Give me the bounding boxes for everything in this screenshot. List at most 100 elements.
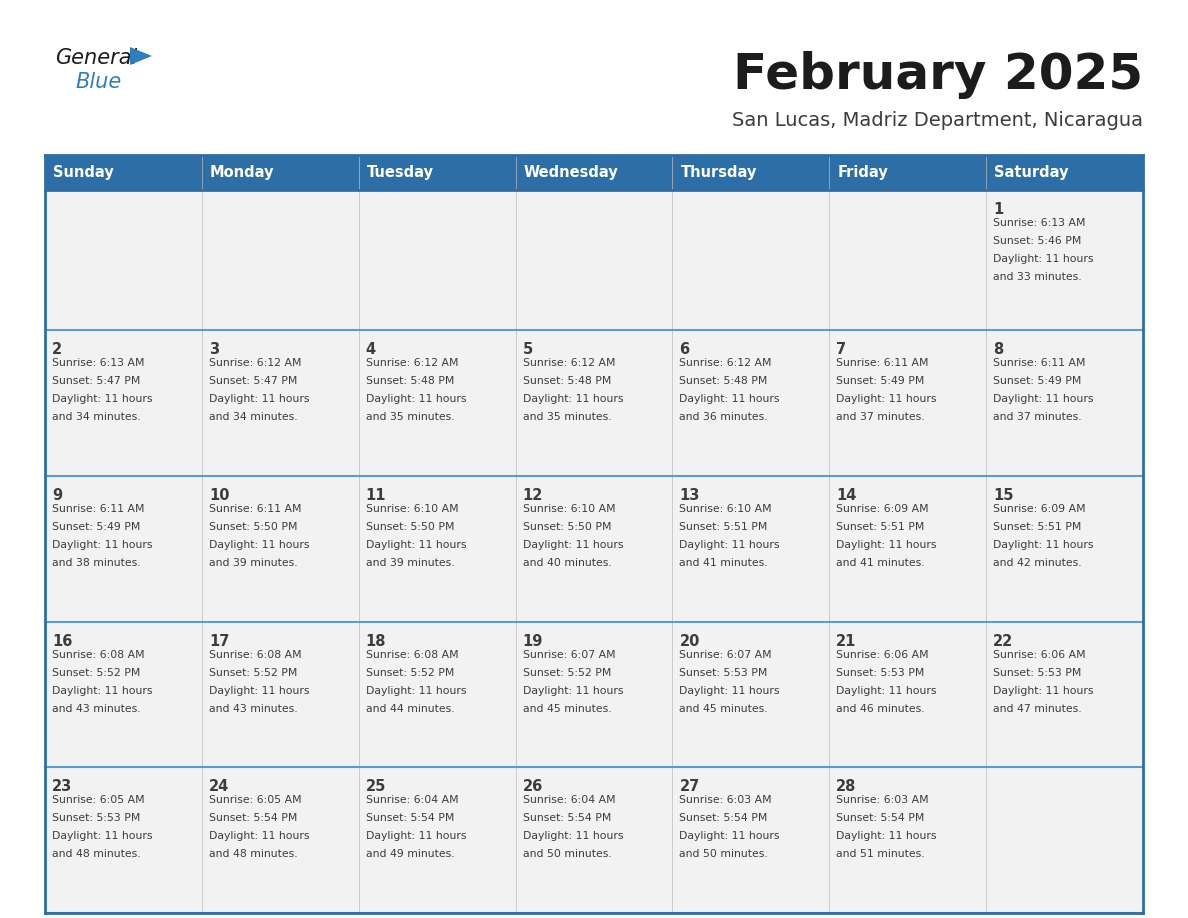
Text: 2: 2 bbox=[52, 342, 62, 357]
Text: Wednesday: Wednesday bbox=[524, 165, 618, 180]
Text: Sunset: 5:54 PM: Sunset: 5:54 PM bbox=[523, 813, 611, 823]
Text: Daylight: 11 hours: Daylight: 11 hours bbox=[836, 686, 937, 696]
Text: 28: 28 bbox=[836, 779, 857, 794]
Text: Sunrise: 6:08 AM: Sunrise: 6:08 AM bbox=[366, 650, 459, 659]
Text: Sunrise: 6:06 AM: Sunrise: 6:06 AM bbox=[993, 650, 1086, 659]
Text: Sunset: 5:50 PM: Sunset: 5:50 PM bbox=[366, 521, 454, 532]
Text: 7: 7 bbox=[836, 342, 846, 357]
Text: Daylight: 11 hours: Daylight: 11 hours bbox=[680, 394, 781, 404]
Text: Sunrise: 6:09 AM: Sunrise: 6:09 AM bbox=[993, 504, 1086, 514]
Bar bbox=[829, 621, 986, 767]
Text: Sunset: 5:48 PM: Sunset: 5:48 PM bbox=[366, 376, 454, 386]
Bar bbox=[359, 767, 516, 913]
Text: 26: 26 bbox=[523, 779, 543, 794]
Text: Monday: Monday bbox=[210, 165, 274, 180]
Text: Daylight: 11 hours: Daylight: 11 hours bbox=[836, 540, 937, 550]
Bar bbox=[516, 767, 672, 913]
Bar bbox=[516, 621, 672, 767]
Text: and 37 minutes.: and 37 minutes. bbox=[993, 412, 1082, 422]
Text: Sunrise: 6:11 AM: Sunrise: 6:11 AM bbox=[836, 358, 929, 368]
Text: Sunset: 5:46 PM: Sunset: 5:46 PM bbox=[993, 236, 1081, 246]
Text: Sunset: 5:48 PM: Sunset: 5:48 PM bbox=[523, 376, 611, 386]
Text: 9: 9 bbox=[52, 487, 62, 503]
Text: Sunrise: 6:13 AM: Sunrise: 6:13 AM bbox=[993, 218, 1086, 228]
Bar bbox=[359, 190, 516, 330]
Bar bbox=[672, 476, 829, 621]
Text: Sunset: 5:52 PM: Sunset: 5:52 PM bbox=[366, 667, 454, 677]
Text: Sunrise: 6:07 AM: Sunrise: 6:07 AM bbox=[680, 650, 772, 659]
Text: 15: 15 bbox=[993, 487, 1013, 503]
Text: 13: 13 bbox=[680, 487, 700, 503]
Text: Daylight: 11 hours: Daylight: 11 hours bbox=[523, 686, 623, 696]
Text: and 38 minutes.: and 38 minutes. bbox=[52, 558, 140, 567]
Text: San Lucas, Madriz Department, Nicaragua: San Lucas, Madriz Department, Nicaragua bbox=[732, 110, 1143, 129]
Bar bbox=[986, 621, 1143, 767]
Text: Daylight: 11 hours: Daylight: 11 hours bbox=[993, 540, 1094, 550]
Text: Daylight: 11 hours: Daylight: 11 hours bbox=[52, 540, 152, 550]
Text: Sunrise: 6:11 AM: Sunrise: 6:11 AM bbox=[52, 504, 145, 514]
Text: Sunrise: 6:05 AM: Sunrise: 6:05 AM bbox=[209, 795, 302, 805]
Text: Sunset: 5:51 PM: Sunset: 5:51 PM bbox=[993, 521, 1081, 532]
Text: Daylight: 11 hours: Daylight: 11 hours bbox=[523, 394, 623, 404]
Bar bbox=[672, 155, 829, 190]
Text: and 40 minutes.: and 40 minutes. bbox=[523, 558, 612, 567]
Bar bbox=[829, 190, 986, 330]
Bar bbox=[45, 621, 202, 767]
Text: Tuesday: Tuesday bbox=[367, 165, 434, 180]
Text: Daylight: 11 hours: Daylight: 11 hours bbox=[366, 686, 466, 696]
Text: Daylight: 11 hours: Daylight: 11 hours bbox=[836, 394, 937, 404]
Text: and 50 minutes.: and 50 minutes. bbox=[523, 849, 612, 859]
Text: Daylight: 11 hours: Daylight: 11 hours bbox=[52, 686, 152, 696]
Bar bbox=[202, 621, 359, 767]
Text: Sunrise: 6:12 AM: Sunrise: 6:12 AM bbox=[680, 358, 772, 368]
Text: Sunset: 5:54 PM: Sunset: 5:54 PM bbox=[836, 813, 924, 823]
Bar bbox=[45, 190, 202, 330]
Bar bbox=[359, 621, 516, 767]
Text: Daylight: 11 hours: Daylight: 11 hours bbox=[993, 686, 1094, 696]
Text: Sunset: 5:54 PM: Sunset: 5:54 PM bbox=[209, 813, 297, 823]
Bar bbox=[45, 476, 202, 621]
Text: and 48 minutes.: and 48 minutes. bbox=[52, 849, 140, 859]
Text: and 49 minutes.: and 49 minutes. bbox=[366, 849, 454, 859]
Bar bbox=[202, 190, 359, 330]
Bar bbox=[202, 476, 359, 621]
Text: and 43 minutes.: and 43 minutes. bbox=[52, 703, 140, 713]
Text: Sunset: 5:50 PM: Sunset: 5:50 PM bbox=[523, 521, 611, 532]
Bar bbox=[516, 155, 672, 190]
Text: Daylight: 11 hours: Daylight: 11 hours bbox=[366, 540, 466, 550]
Text: Daylight: 11 hours: Daylight: 11 hours bbox=[52, 394, 152, 404]
Bar bbox=[986, 190, 1143, 330]
Text: Sunrise: 6:10 AM: Sunrise: 6:10 AM bbox=[366, 504, 459, 514]
Text: 22: 22 bbox=[993, 633, 1013, 648]
Text: 17: 17 bbox=[209, 633, 229, 648]
Text: Sunset: 5:53 PM: Sunset: 5:53 PM bbox=[993, 667, 1081, 677]
Text: 19: 19 bbox=[523, 633, 543, 648]
Text: Sunset: 5:52 PM: Sunset: 5:52 PM bbox=[209, 667, 297, 677]
Text: and 50 minutes.: and 50 minutes. bbox=[680, 849, 769, 859]
Text: Sunrise: 6:05 AM: Sunrise: 6:05 AM bbox=[52, 795, 145, 805]
Text: and 45 minutes.: and 45 minutes. bbox=[680, 703, 769, 713]
Text: and 42 minutes.: and 42 minutes. bbox=[993, 558, 1082, 567]
Text: and 35 minutes.: and 35 minutes. bbox=[366, 412, 454, 422]
Text: Sunset: 5:54 PM: Sunset: 5:54 PM bbox=[366, 813, 454, 823]
Text: 4: 4 bbox=[366, 342, 375, 357]
Text: Daylight: 11 hours: Daylight: 11 hours bbox=[366, 832, 466, 841]
Text: Daylight: 11 hours: Daylight: 11 hours bbox=[680, 540, 781, 550]
Text: Sunset: 5:49 PM: Sunset: 5:49 PM bbox=[836, 376, 924, 386]
Text: Friday: Friday bbox=[838, 165, 889, 180]
Text: Sunrise: 6:04 AM: Sunrise: 6:04 AM bbox=[523, 795, 615, 805]
Text: Sunrise: 6:09 AM: Sunrise: 6:09 AM bbox=[836, 504, 929, 514]
Text: and 41 minutes.: and 41 minutes. bbox=[680, 558, 769, 567]
Bar bbox=[45, 330, 202, 476]
Text: Sunrise: 6:08 AM: Sunrise: 6:08 AM bbox=[209, 650, 302, 659]
Text: 5: 5 bbox=[523, 342, 533, 357]
Text: Sunrise: 6:03 AM: Sunrise: 6:03 AM bbox=[680, 795, 772, 805]
Text: Sunset: 5:47 PM: Sunset: 5:47 PM bbox=[52, 376, 140, 386]
Text: 14: 14 bbox=[836, 487, 857, 503]
Text: Sunset: 5:52 PM: Sunset: 5:52 PM bbox=[523, 667, 611, 677]
Text: Sunrise: 6:04 AM: Sunrise: 6:04 AM bbox=[366, 795, 459, 805]
Text: and 45 minutes.: and 45 minutes. bbox=[523, 703, 611, 713]
Text: and 37 minutes.: and 37 minutes. bbox=[836, 412, 925, 422]
Bar bbox=[829, 155, 986, 190]
Text: Sunrise: 6:13 AM: Sunrise: 6:13 AM bbox=[52, 358, 145, 368]
